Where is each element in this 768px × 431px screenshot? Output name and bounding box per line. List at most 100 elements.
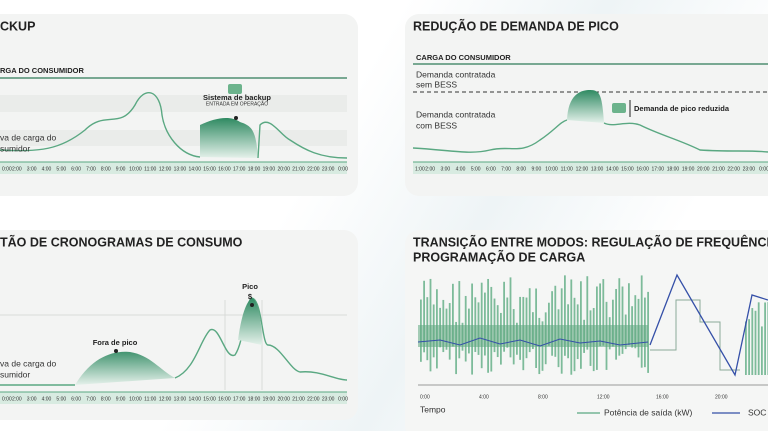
hour-label: 8:00 [101, 166, 111, 172]
bar [640, 275, 643, 368]
curve [412, 119, 568, 153]
badge: ENTRADA EM OPERAÇÃO [206, 100, 268, 107]
hour-label: 15:00 [203, 396, 216, 402]
bar [602, 279, 605, 346]
label: com BESS [416, 120, 457, 130]
hour-label: 8:00 [516, 166, 526, 172]
label: Fora de pico [93, 338, 138, 347]
label: sumidor [0, 369, 30, 379]
hour-label: 23:00 [322, 396, 335, 402]
hour-label: 6:00 [486, 166, 496, 172]
hour-label: 19:00 [682, 166, 695, 172]
area [567, 90, 604, 123]
area [200, 118, 258, 158]
hour-label: 0:00 [2, 396, 12, 402]
bar [748, 319, 750, 375]
bar [554, 285, 557, 357]
curve [0, 92, 201, 158]
bar [484, 292, 486, 356]
soc-line [417, 337, 649, 347]
hour-label: 0:00 [759, 166, 768, 172]
hour-label: 8:00 [101, 396, 111, 402]
hour-label: 20:00 [697, 166, 710, 172]
hour-label: 23:00 [743, 166, 756, 172]
bar [458, 281, 461, 359]
hour-label: 11:00 [144, 396, 156, 402]
hour-label: 20:00 [277, 166, 290, 172]
hour-label: 9:00 [532, 166, 542, 172]
badge: Demanda de pico reduzida [634, 104, 730, 113]
hour-label: 22:00 [727, 166, 740, 172]
band [0, 95, 347, 112]
hour-label: 20:00 [277, 396, 290, 402]
hour-label: 12:00 [159, 396, 172, 402]
hour-label: 12:00 [576, 166, 589, 172]
hour-label: 16:00 [218, 396, 231, 402]
hour-label: 23:00 [322, 166, 335, 172]
dot [114, 349, 118, 353]
panel-title: REDUÇÃO DE DEMANDA DE PICO [413, 18, 619, 33]
soc-line [649, 273, 768, 377]
bar [647, 291, 649, 373]
hour-label: 10:00 [129, 396, 142, 402]
label: CARGA DO CONSUMIDOR [416, 53, 511, 62]
hour-label: 11:00 [144, 166, 156, 172]
badge: Sistema de backup [203, 93, 271, 102]
hour-label: 16:00 [218, 166, 231, 172]
hour-label: 0:00 [2, 166, 12, 172]
time-strip [413, 162, 768, 174]
hour-label: 5:00 [471, 166, 481, 172]
hour-label: 17:00 [233, 396, 246, 402]
bar [528, 288, 531, 353]
hour-label: 7:00 [501, 166, 511, 172]
panel-title: PROGRAMAÇÃO DE CARGA [413, 249, 585, 264]
hour-label: 0:00 [338, 166, 348, 172]
hour-label: 19:00 [263, 396, 276, 402]
x-tick-label: 16:00 [656, 394, 669, 400]
bar [757, 302, 760, 375]
bar [754, 310, 757, 375]
hour-label: 5:00 [56, 396, 66, 402]
x-tick-label: 4:00 [479, 394, 489, 400]
label: Demanda contratada [416, 109, 496, 119]
bar [455, 321, 457, 375]
label: Pico [242, 282, 258, 291]
hour-label: 22:00 [307, 166, 320, 172]
hour-label: 7:00 [86, 396, 96, 402]
hour-label: 7:00 [86, 166, 96, 172]
bar [618, 278, 621, 356]
hour-label: 4:00 [42, 396, 52, 402]
hour-label: 13:00 [174, 396, 187, 402]
icon [612, 103, 626, 113]
time-strip [0, 162, 347, 174]
hour-label: 9:00 [116, 166, 126, 172]
bar [615, 288, 617, 360]
label: sumidor [0, 143, 30, 153]
hour-label: 14:00 [606, 166, 619, 172]
time-strip [0, 392, 347, 404]
hour-label: 0:00 [338, 396, 348, 402]
panel-title: TRANSIÇÃO ENTRE MODOS: REGULAÇÃO DE FREQ… [413, 234, 768, 249]
hour-label: 3:00 [440, 166, 450, 172]
hour-label: 4:00 [42, 166, 52, 172]
hour-label: 21:00 [712, 166, 725, 172]
output-line [650, 299, 740, 371]
label: sem BESS [416, 79, 457, 89]
x-tick-label: 0:00 [420, 394, 430, 400]
bar [751, 308, 754, 375]
bar [621, 286, 624, 354]
x-tick-label: 20:00 [715, 394, 728, 400]
bar [612, 299, 614, 347]
hour-label: 3:00 [27, 166, 37, 172]
hour-label: 6:00 [71, 396, 81, 402]
panel-title: TÃO DE CRONOGRAMAS DE CONSUMO [0, 234, 243, 249]
hour-label: 10:00 [129, 166, 142, 172]
bar [745, 321, 747, 375]
hour-label: 18:00 [248, 396, 261, 402]
hour-label: 9:00 [116, 396, 126, 402]
hour-label: 14:00 [188, 166, 201, 172]
hour-label: 6:00 [71, 166, 81, 172]
bar [564, 275, 566, 356]
bar [509, 277, 512, 358]
